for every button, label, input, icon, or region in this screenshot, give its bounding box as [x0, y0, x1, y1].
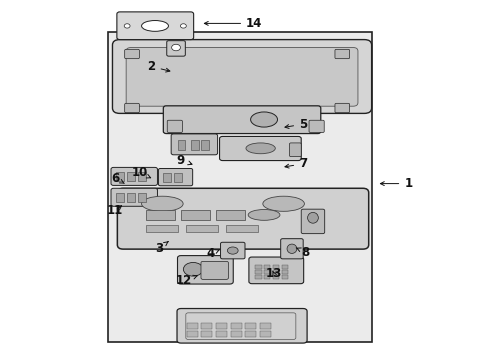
Text: 8: 8: [296, 246, 309, 258]
Text: 10: 10: [131, 166, 150, 179]
Text: 4: 4: [206, 247, 219, 260]
FancyBboxPatch shape: [167, 120, 182, 132]
Text: 3: 3: [155, 242, 168, 255]
FancyBboxPatch shape: [126, 48, 357, 106]
Bar: [272, 270, 279, 274]
Bar: [163, 173, 171, 182]
Bar: [138, 193, 145, 202]
Bar: [145, 225, 177, 232]
Text: 12: 12: [175, 274, 197, 287]
FancyBboxPatch shape: [163, 106, 320, 134]
Text: 6: 6: [111, 172, 124, 185]
FancyBboxPatch shape: [117, 188, 368, 249]
Text: 5: 5: [285, 118, 306, 131]
Bar: [185, 225, 217, 232]
FancyBboxPatch shape: [177, 309, 306, 343]
Bar: [186, 323, 197, 329]
Bar: [186, 331, 197, 337]
Text: 13: 13: [265, 267, 282, 280]
Bar: [107, 32, 371, 342]
Bar: [138, 172, 145, 181]
Bar: [272, 265, 279, 269]
Bar: [181, 210, 210, 220]
Ellipse shape: [183, 262, 203, 276]
FancyBboxPatch shape: [158, 168, 192, 186]
Bar: [255, 265, 261, 269]
Bar: [255, 275, 261, 279]
Bar: [216, 323, 226, 329]
FancyBboxPatch shape: [334, 103, 349, 113]
FancyBboxPatch shape: [301, 209, 324, 234]
Bar: [230, 331, 241, 337]
Bar: [260, 331, 270, 337]
Text: 9: 9: [177, 154, 192, 167]
FancyBboxPatch shape: [334, 49, 349, 59]
FancyBboxPatch shape: [111, 167, 157, 185]
FancyBboxPatch shape: [124, 49, 139, 59]
FancyBboxPatch shape: [171, 134, 217, 155]
Bar: [264, 270, 270, 274]
Text: 7: 7: [285, 157, 306, 170]
FancyBboxPatch shape: [117, 12, 193, 40]
FancyBboxPatch shape: [289, 143, 301, 157]
Ellipse shape: [263, 196, 304, 211]
Text: 1: 1: [380, 177, 411, 190]
Bar: [201, 140, 209, 150]
Bar: [127, 193, 135, 202]
FancyBboxPatch shape: [248, 257, 303, 284]
Ellipse shape: [142, 21, 168, 31]
Bar: [281, 270, 287, 274]
Bar: [260, 323, 270, 329]
FancyBboxPatch shape: [308, 120, 324, 132]
Bar: [201, 323, 212, 329]
FancyBboxPatch shape: [111, 188, 157, 206]
Bar: [245, 323, 256, 329]
FancyBboxPatch shape: [112, 40, 371, 113]
Bar: [190, 140, 198, 150]
FancyBboxPatch shape: [280, 239, 303, 259]
Bar: [225, 225, 257, 232]
Bar: [116, 172, 124, 181]
Ellipse shape: [227, 247, 238, 254]
Ellipse shape: [286, 244, 296, 253]
Bar: [255, 270, 261, 274]
Text: 14: 14: [204, 17, 262, 30]
Text: 11: 11: [106, 204, 123, 217]
Bar: [272, 275, 279, 279]
FancyBboxPatch shape: [220, 242, 244, 259]
Ellipse shape: [307, 212, 318, 223]
Ellipse shape: [171, 44, 180, 51]
Bar: [174, 173, 182, 182]
Bar: [116, 193, 124, 202]
Ellipse shape: [248, 210, 279, 220]
Ellipse shape: [250, 112, 277, 127]
Text: 2: 2: [147, 60, 169, 73]
Ellipse shape: [124, 24, 130, 28]
Bar: [177, 140, 185, 150]
Ellipse shape: [180, 24, 186, 28]
Bar: [281, 265, 287, 269]
Bar: [230, 323, 241, 329]
Bar: [201, 331, 212, 337]
Bar: [216, 210, 245, 220]
Bar: [145, 210, 175, 220]
Bar: [216, 331, 226, 337]
Bar: [127, 172, 135, 181]
Ellipse shape: [245, 143, 275, 154]
Bar: [264, 275, 270, 279]
FancyBboxPatch shape: [166, 41, 185, 56]
FancyBboxPatch shape: [201, 261, 228, 279]
Bar: [245, 331, 256, 337]
FancyBboxPatch shape: [177, 256, 233, 284]
Bar: [264, 265, 270, 269]
Bar: [281, 275, 287, 279]
FancyBboxPatch shape: [219, 136, 301, 161]
FancyBboxPatch shape: [124, 103, 139, 113]
Ellipse shape: [142, 196, 183, 211]
